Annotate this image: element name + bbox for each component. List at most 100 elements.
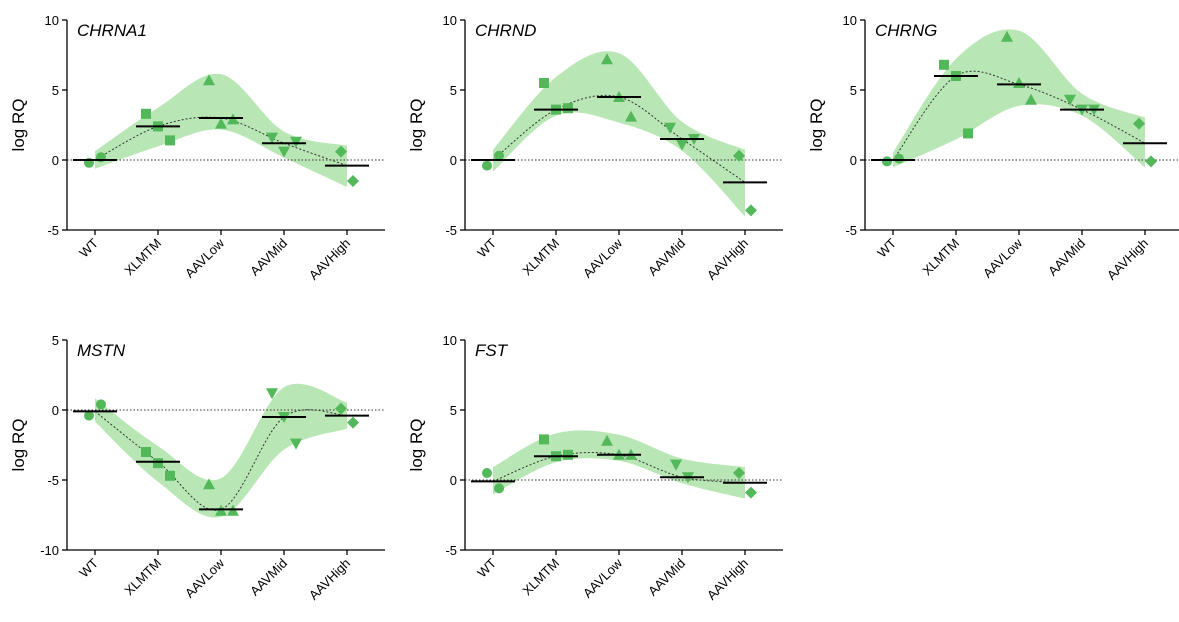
point [670,459,682,471]
mean-trend [492,94,746,183]
panel: -5 0 5 10 log RQ CHRNG WT XLMTM AAVLow AAVMid AAVH… [807,13,1179,283]
range-band [95,383,347,518]
point [266,132,278,144]
y-tick-label: -10 [40,543,59,558]
x-tick-label: WT [874,235,899,260]
y-tick-label: 0 [52,403,59,418]
y-tick-label: -5 [47,223,59,238]
x-tick-label: WT [76,235,101,260]
panel-title: CHRNA1 [77,21,147,40]
point [563,449,573,460]
x-tick-label: AAVLow [580,555,626,601]
y-tick-label: -5 [445,223,457,238]
point [165,470,175,481]
point [347,416,359,429]
point [203,74,215,86]
panel-title: MSTN [77,341,126,360]
point [625,110,637,122]
y-tick-label: 10 [843,13,857,28]
point [96,399,106,410]
point [482,468,492,478]
y-axis-label: log RQ [407,419,426,472]
x-tick-label: AAVMid [645,556,688,599]
point [482,160,492,171]
panel: -10 -5 0 5 log RQ MSTN WT XLMTM AAVLow AAVMid AAVH… [9,333,385,603]
point [266,388,278,400]
point [733,149,745,162]
point [141,447,151,457]
x-tick-label: AAVMid [247,556,290,599]
point [347,175,359,187]
y-tick-label: 5 [52,83,59,98]
x-tick-label: AAVLow [980,235,1026,281]
y-tick-label: 0 [450,473,457,488]
point [335,145,347,158]
point [745,486,757,499]
point [203,478,215,490]
point [676,139,688,151]
point [745,204,757,217]
x-tick-label: AAVHigh [306,236,353,283]
y-tick-label: 5 [450,403,457,418]
point [84,410,94,421]
x-tick-label: AAVHigh [306,556,353,603]
point [494,150,504,161]
point [1064,94,1076,106]
y-tick-label: -5 [445,543,457,558]
y-tick-label: -5 [47,473,59,488]
point [153,458,163,469]
range-band [493,430,745,499]
panel: -5 0 5 10 log RQ FST WT XLMTM AAVLow AAVMid AAVHig… [407,333,783,603]
panel: -5 0 5 10 log RQ CHRND WT XLMTM AAVLow AAVMid AAVH… [407,13,783,283]
panel-title: CHRNG [875,21,937,40]
point [601,53,613,65]
y-axis-label: log RQ [9,419,28,472]
point [1133,117,1145,130]
point [539,78,549,88]
x-tick-label: AAVLow [182,235,228,281]
mean-trend [94,409,348,511]
x-tick-label: WT [76,555,101,580]
y-tick-label: 10 [443,13,457,28]
x-tick-label: XLMTM [121,556,164,599]
point [939,59,949,70]
point [733,467,745,479]
panel-title: CHRND [475,21,536,40]
point [894,153,904,164]
y-tick-label: 5 [850,83,857,98]
y-tick-label: 10 [443,333,457,348]
point [601,434,613,446]
y-tick-label: 10 [45,13,59,28]
x-tick-label: AAVMid [645,236,688,279]
point [1025,93,1037,105]
x-tick-label: XLMTM [121,236,164,279]
y-tick-label: -5 [845,223,857,238]
x-tick-label: XLMTM [919,236,962,279]
point [290,438,302,450]
x-tick-label: AAVLow [182,555,228,601]
y-tick-label: 0 [850,153,857,168]
point [882,156,892,167]
point [963,128,973,139]
y-tick-label: 5 [52,333,59,348]
point [278,146,290,158]
point [335,402,347,415]
x-tick-label: WT [474,235,499,260]
x-tick-label: AAVHigh [704,556,751,603]
point [494,483,504,494]
point [563,103,573,114]
y-axis-label: log RQ [9,99,28,152]
point [1001,30,1013,42]
mean-trend [892,70,1146,161]
x-tick-label: AAVLow [580,235,626,281]
x-tick-label: XLMTM [519,556,562,599]
y-tick-label: 0 [450,153,457,168]
panel: -5 0 5 10 log RQ CHRNA1 WT XLMTM AAVLow AAVMid AAV… [9,13,385,283]
range-band [893,29,1145,168]
x-tick-label: WT [474,555,499,580]
y-axis-label: log RQ [407,99,426,152]
mean-trend [94,116,348,167]
point [539,434,549,445]
y-tick-label: 0 [52,153,59,168]
